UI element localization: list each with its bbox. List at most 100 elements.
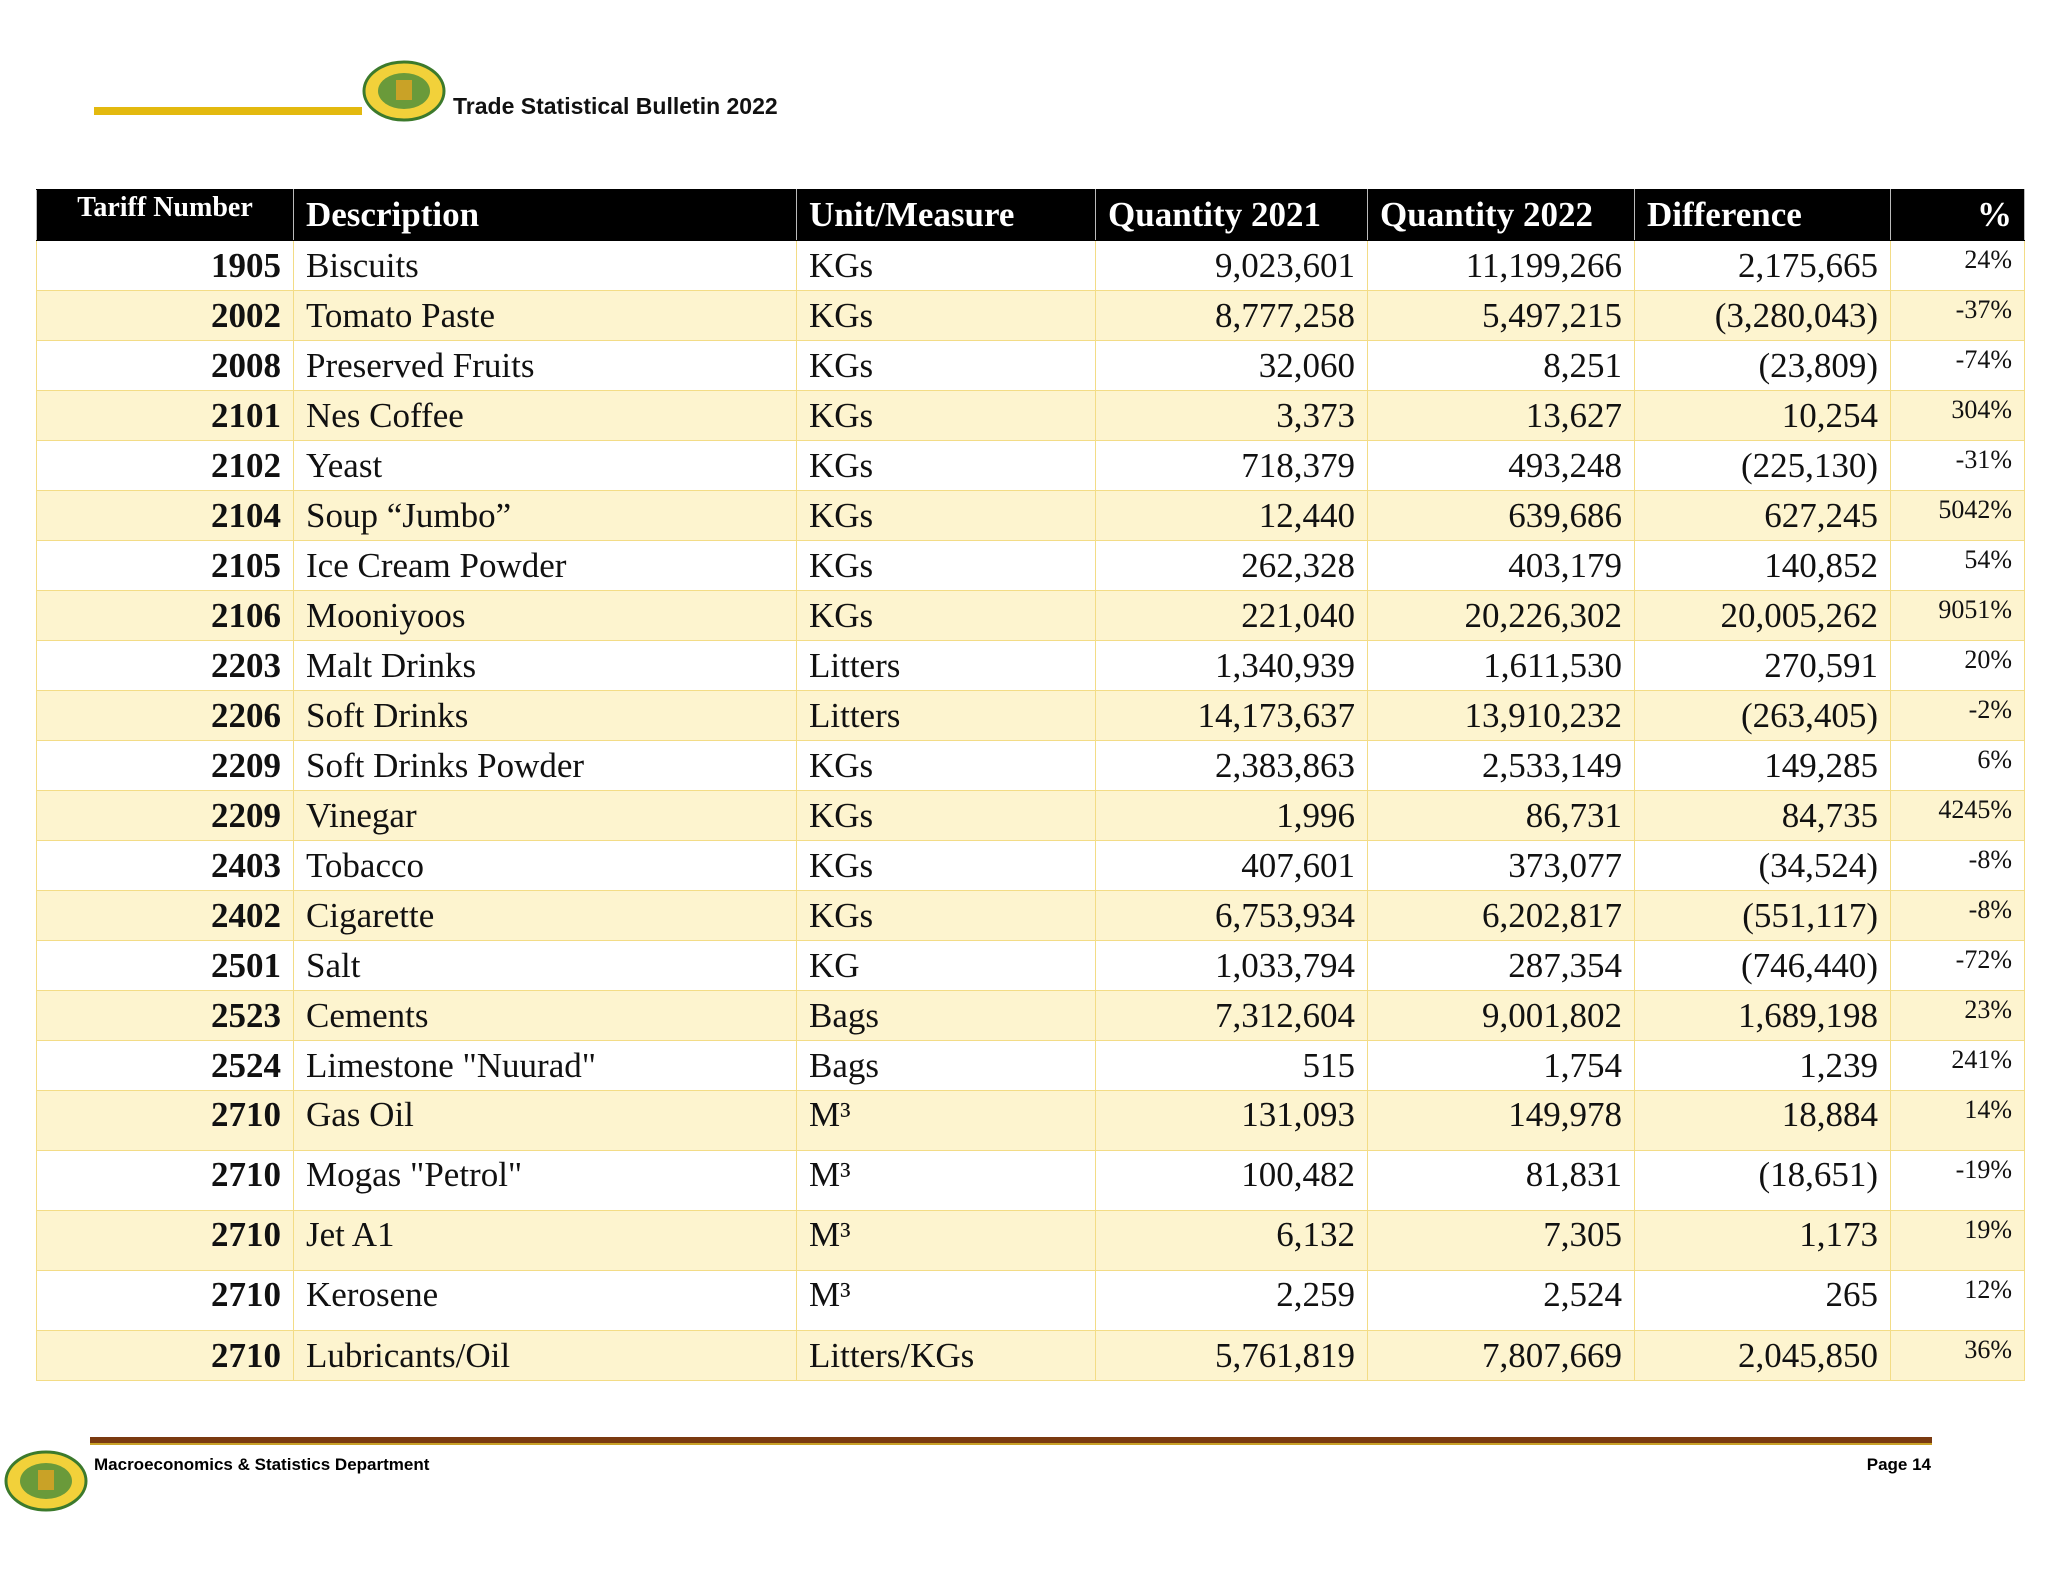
cell: 100,482	[1095, 1150, 1368, 1211]
cell: 2402	[36, 890, 294, 941]
cell: KGs	[796, 440, 1096, 491]
table-row: 2106 Mooniyoos KGs 221,040 20,226,302 20,005,…	[36, 590, 2025, 641]
cell: KGs	[796, 590, 1096, 641]
cell: 493,248	[1367, 440, 1635, 491]
cell: 8,777,258	[1095, 290, 1368, 341]
cell: Yeast	[293, 440, 797, 491]
cell: M³	[796, 1150, 1096, 1211]
cell: KGs	[796, 390, 1096, 441]
cell: 9051%	[1890, 590, 2025, 641]
bulletin-title: Trade Statistical Bulletin 2022	[453, 93, 778, 119]
cell: KGs	[796, 340, 1096, 391]
cell: 149,978	[1367, 1090, 1635, 1151]
cell: 2710	[36, 1150, 294, 1211]
footer-logo	[4, 1450, 88, 1512]
cell: 3,373	[1095, 390, 1368, 441]
column-header: Unit/Measure	[796, 189, 1096, 241]
cell: Kerosene	[293, 1270, 797, 1331]
cell: 718,379	[1095, 440, 1368, 491]
cell: Litters	[796, 640, 1096, 691]
cell: 2710	[36, 1090, 294, 1151]
table-row: 2523 Cements Bags 7,312,604 9,001,802 1,689,1…	[36, 990, 2025, 1041]
cell: 20,005,262	[1634, 590, 1891, 641]
cell: 2524	[36, 1040, 294, 1091]
cell: -2%	[1890, 690, 2025, 741]
cell: KGs	[796, 890, 1096, 941]
cell: 1,996	[1095, 790, 1368, 841]
cell: Limestone "Nuurad"	[293, 1040, 797, 1091]
table-row: 2501 Salt KG 1,033,794 287,354 (746,440) -72%	[36, 940, 2025, 991]
cell: 2104	[36, 490, 294, 541]
cell: Preserved Fruits	[293, 340, 797, 391]
cell: M³	[796, 1210, 1096, 1271]
cell: 5,497,215	[1367, 290, 1635, 341]
cell: (34,524)	[1634, 840, 1891, 891]
cell: KG	[796, 940, 1096, 991]
cell: 2106	[36, 590, 294, 641]
cell: 270,591	[1634, 640, 1891, 691]
cell: 6%	[1890, 740, 2025, 791]
cell: 2,383,863	[1095, 740, 1368, 791]
cell: Ice Cream Powder	[293, 540, 797, 591]
cell: 221,040	[1095, 590, 1368, 641]
cell: Litters/KGs	[796, 1330, 1096, 1381]
cell: 1,239	[1634, 1040, 1891, 1091]
cell: Biscuits	[293, 240, 797, 291]
table-row: 2710 Kerosene M³ 2,259 2,524 265 12%	[36, 1270, 2025, 1331]
table-row: 2710 Gas Oil M³ 131,093 149,978 18,884 14%	[36, 1090, 2025, 1151]
cell: 12,440	[1095, 490, 1368, 541]
cell: 5042%	[1890, 490, 2025, 541]
cell: Salt	[293, 940, 797, 991]
column-header: Tariff Number	[36, 189, 294, 241]
cell: 2206	[36, 690, 294, 741]
page-number: Page 14	[1866, 1455, 1931, 1474]
cell: Malt Drinks	[293, 640, 797, 691]
table-row: 2209 Vinegar KGs 1,996 86,731 84,735 4245%	[36, 790, 2025, 841]
logo	[362, 60, 446, 122]
cell: Lubricants/Oil	[293, 1330, 797, 1381]
footer-rule	[90, 1437, 1932, 1445]
cell: M³	[796, 1270, 1096, 1331]
cell: 1,754	[1367, 1040, 1635, 1091]
cell: Mooniyoos	[293, 590, 797, 641]
cell: 2523	[36, 990, 294, 1041]
table-row: 2402 Cigarette KGs 6,753,934 6,202,817 (551,1…	[36, 890, 2025, 941]
table-row: 2104 Soup “Jumbo” KGs 12,440 639,686 627,245 5…	[36, 490, 2025, 541]
cell: 9,023,601	[1095, 240, 1368, 291]
cell: 407,601	[1095, 840, 1368, 891]
cell: -37%	[1890, 290, 2025, 341]
table-row: 2102 Yeast KGs 718,379 493,248 (225,130) -31%	[36, 440, 2025, 491]
cell: 639,686	[1367, 490, 1635, 541]
cell: 2403	[36, 840, 294, 891]
table-row: 2710 Mogas "Petrol" M³ 100,482 81,831 (18,651…	[36, 1150, 2025, 1211]
table-row: 2710 Jet A1 M³ 6,132 7,305 1,173 19%	[36, 1210, 2025, 1271]
cell: 1,033,794	[1095, 940, 1368, 991]
cell: 149,285	[1634, 740, 1891, 791]
cell: 5,761,819	[1095, 1330, 1368, 1381]
column-header: Quantity 2021	[1095, 189, 1368, 241]
column-header: Description	[293, 189, 797, 241]
cell: KGs	[796, 790, 1096, 841]
table-row: 2008 Preserved Fruits KGs 32,060 8,251 (23,80…	[36, 340, 2025, 391]
cell: 54%	[1890, 540, 2025, 591]
cell: (225,130)	[1634, 440, 1891, 491]
cell: M³	[796, 1090, 1096, 1151]
cell: 265	[1634, 1270, 1891, 1331]
cell: Soft Drinks Powder	[293, 740, 797, 791]
column-header: %	[1890, 189, 2025, 241]
cell: 14%	[1890, 1090, 2025, 1151]
cell: 84,735	[1634, 790, 1891, 841]
table-row: 2710 Lubricants/Oil Litters/KGs 5,761,819 7,…	[36, 1330, 2025, 1381]
table-row: 2105 Ice Cream Powder KGs 262,328 403,179 140…	[36, 540, 2025, 591]
cell: 6,132	[1095, 1210, 1368, 1271]
cell: -19%	[1890, 1150, 2025, 1211]
cell: 11,199,266	[1367, 240, 1635, 291]
table-row: 2002 Tomato Paste KGs 8,777,258 5,497,215 (3,…	[36, 290, 2025, 341]
cell: (263,405)	[1634, 690, 1891, 741]
table-row: 1905 Biscuits KGs 9,023,601 11,199,266 2,175,…	[36, 240, 2025, 291]
cell: 1,611,530	[1367, 640, 1635, 691]
table-row: 2524 Limestone "Nuurad" Bags 515 1,754 1,239 2…	[36, 1040, 2025, 1091]
cell: 241%	[1890, 1040, 2025, 1091]
cell: Litters	[796, 690, 1096, 741]
